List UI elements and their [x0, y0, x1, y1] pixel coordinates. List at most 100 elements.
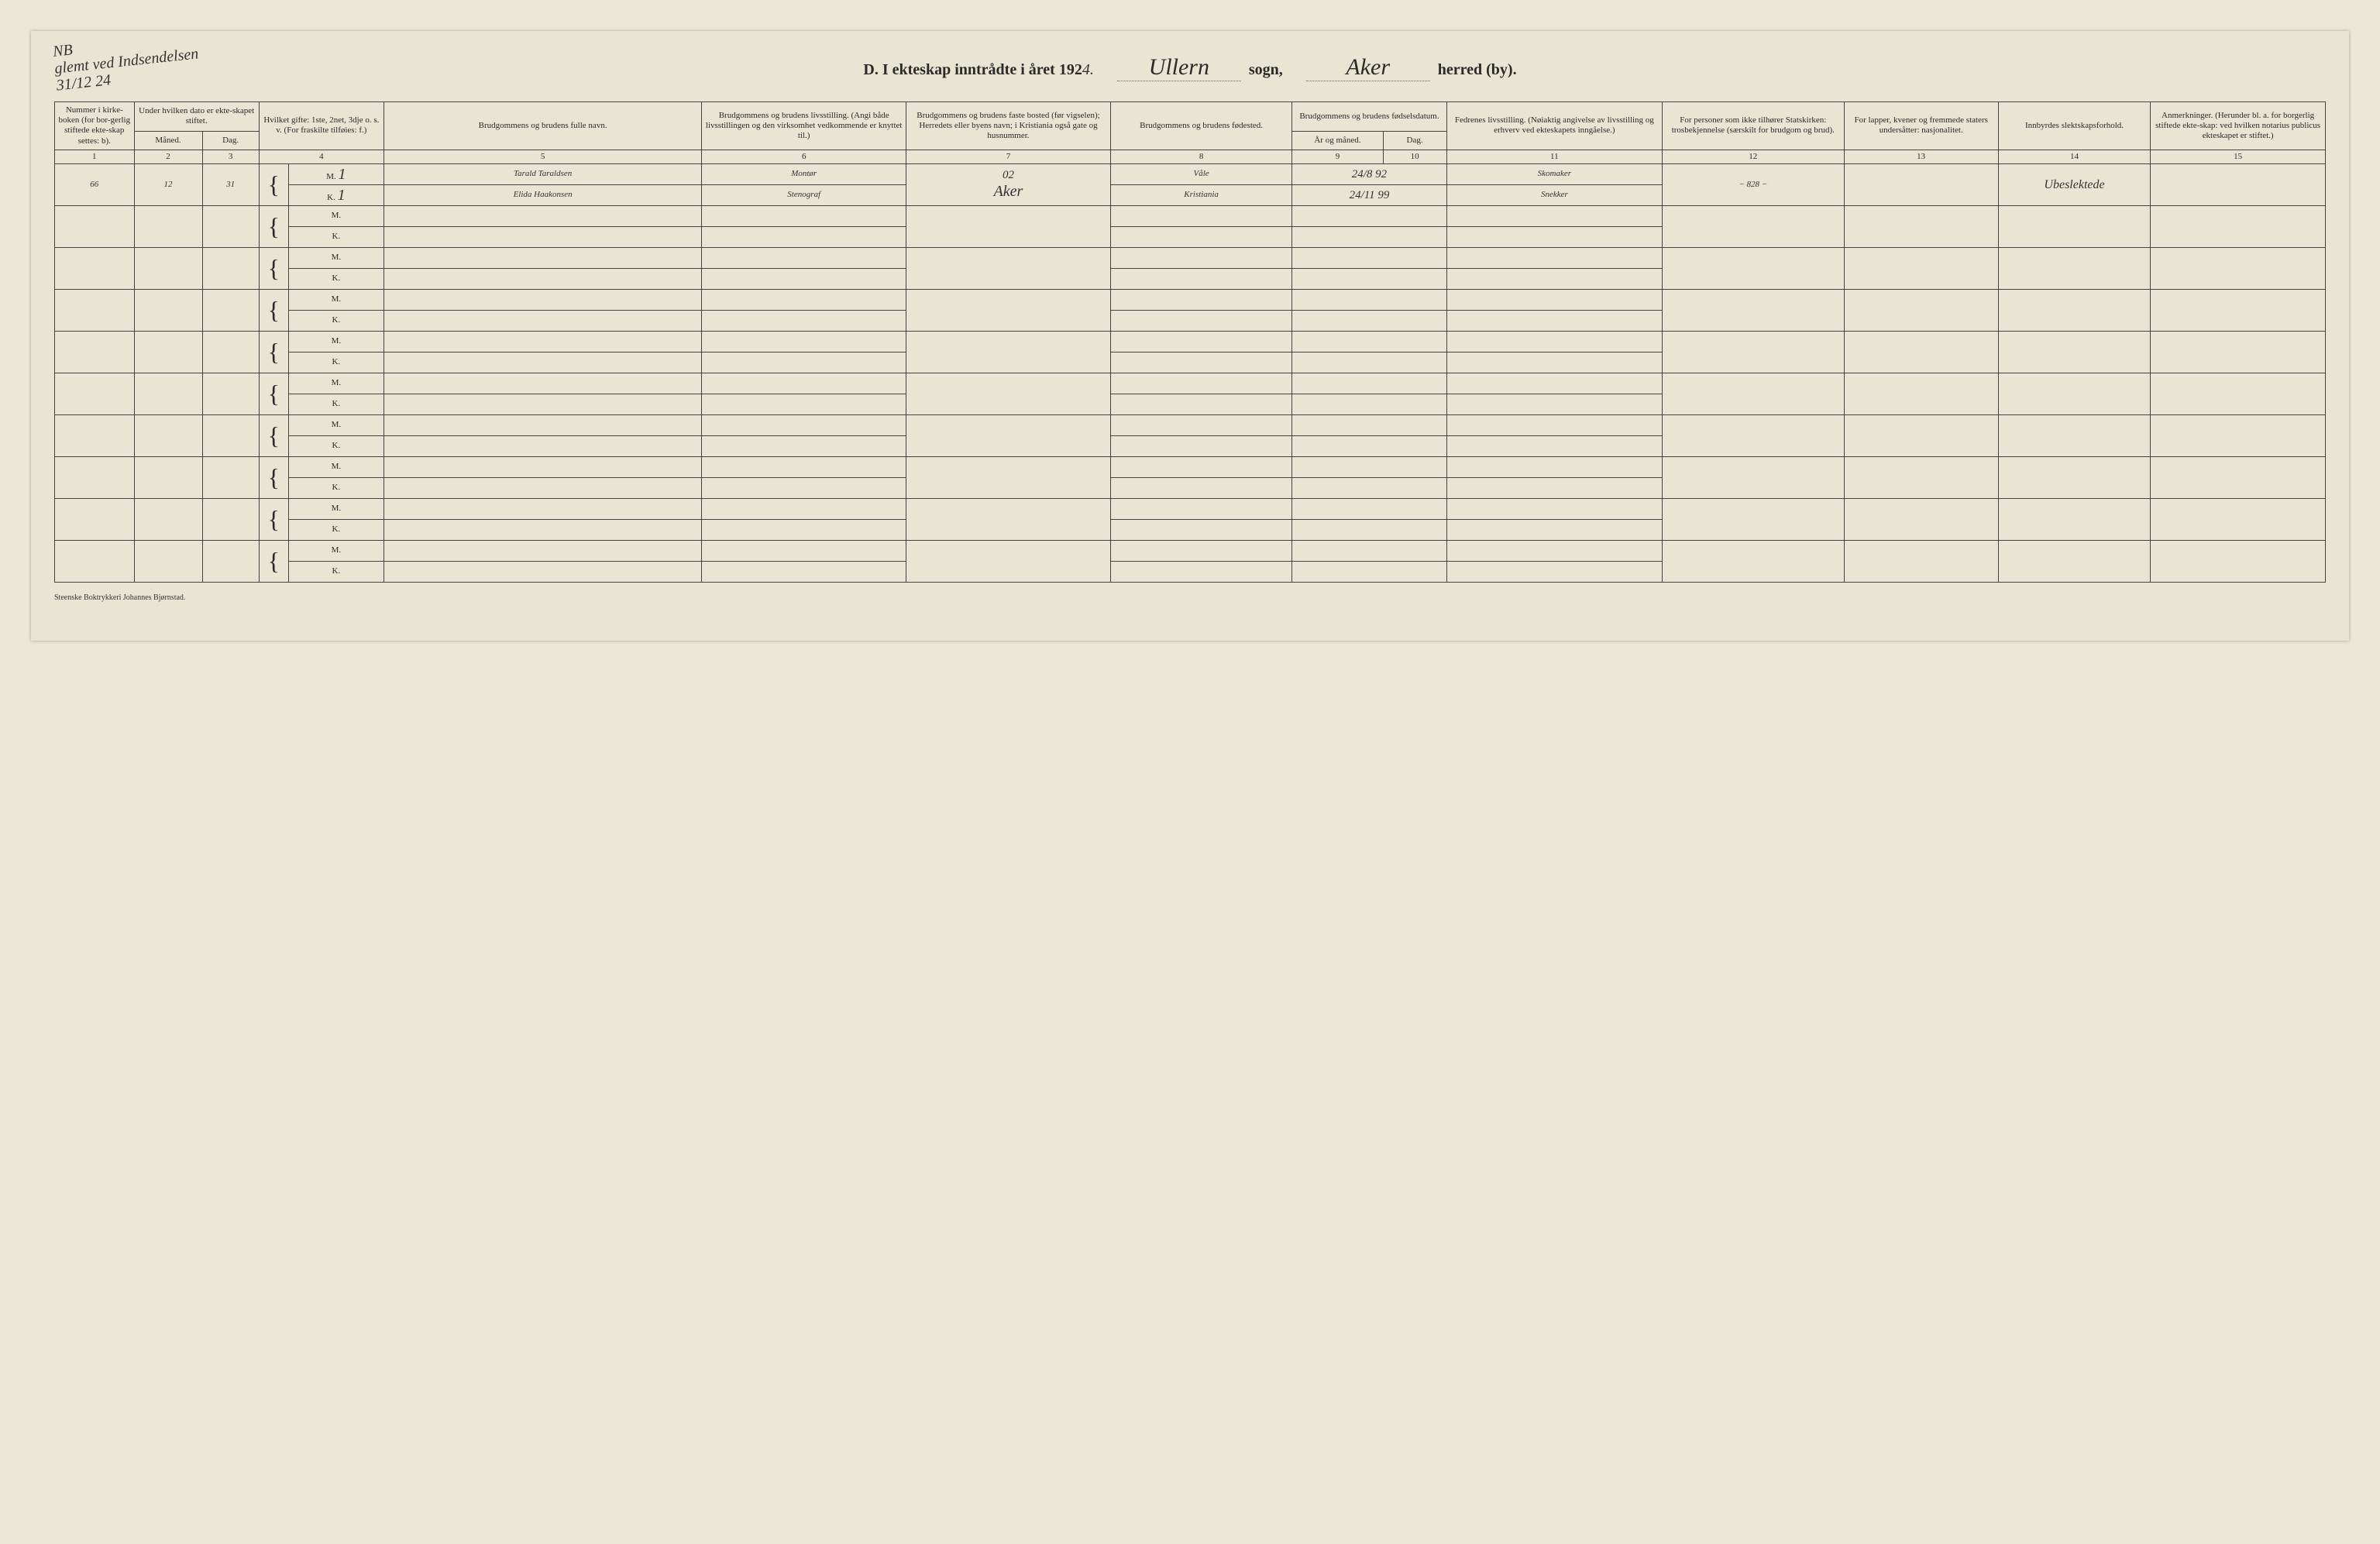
mk-k: K. — [288, 477, 383, 498]
colnum-11: 11 — [1446, 150, 1662, 163]
empty-row: { M. — [55, 247, 2326, 268]
name-m: Tarald Taraldsen — [383, 163, 701, 184]
brace-icon: { — [259, 540, 288, 582]
brace-icon: { — [259, 205, 288, 247]
hdr-col8-top: Brudgommens og brudens fødselsdatum. — [1292, 102, 1446, 132]
mk-k: K. — [288, 435, 383, 456]
table-body: 66 12 31 { M. 1 Tarald Taraldsen Montør … — [55, 163, 2326, 582]
brace-icon: { — [259, 456, 288, 498]
colnum-2: 2 — [134, 150, 202, 163]
entry-maaned: 12 — [134, 163, 202, 205]
colnum-6: 6 — [702, 150, 906, 163]
page-title-line: D. I ekteskap inntrådte i året 1924. Ull… — [54, 54, 2326, 81]
hdr-col7: Brudgommens og brudens fødested. — [1110, 102, 1291, 150]
empty-row: { M. — [55, 289, 2326, 310]
brace-icon: { — [259, 373, 288, 414]
brace-icon: { — [259, 498, 288, 540]
fedre-m: Skomaker — [1446, 163, 1662, 184]
table-header: Nummer i kirke-boken (for bor-gerlig sti… — [55, 102, 2326, 164]
empty-row: { M. — [55, 414, 2326, 435]
hdr-col8b: Dag. — [1383, 131, 1446, 150]
fdato-m: 24/8 92 — [1292, 163, 1446, 184]
fedre-k: Snekker — [1446, 184, 1662, 205]
ledger-page: NB glemt ved Indsendelsen 31/12 24 D. I … — [31, 31, 2349, 641]
fodested-m: Våle — [1110, 163, 1291, 184]
colnum-13: 13 — [1844, 150, 1998, 163]
mk-m: M. — [288, 540, 383, 561]
colnum-5: 5 — [383, 150, 701, 163]
livs-k: Stenograf — [702, 184, 906, 205]
mk-m: M. — [288, 456, 383, 477]
mk-m: M. — [288, 205, 383, 226]
mk-m: M. — [288, 331, 383, 352]
hdr-col3: Hvilket gifte: 1ste, 2net, 3dje o. s. v.… — [259, 102, 383, 150]
mk-m: M. — [288, 498, 383, 519]
hdr-col6: Brudgommens og brudens faste bosted (før… — [906, 102, 1111, 150]
hdr-col4: Brudgommens og brudens fulle navn. — [383, 102, 701, 150]
colnum-14: 14 — [1998, 150, 2150, 163]
name-k: Elida Haakonsen — [383, 184, 701, 205]
mk-k: K. — [288, 352, 383, 373]
colnum-3: 3 — [202, 150, 259, 163]
hdr-col2-top: Under hvilken dato er ekte-skapet stifte… — [134, 102, 259, 132]
brace-icon: { — [259, 414, 288, 456]
empty-row: { M. — [55, 373, 2326, 394]
mk-m: M. — [288, 247, 383, 268]
colnum-9: 9 — [1292, 150, 1383, 163]
column-number-row: 1 2 3 4 5 6 7 8 9 10 11 12 13 14 15 — [55, 150, 2326, 163]
hdr-col10: For personer som ikke tilhører Statskirk… — [1663, 102, 1844, 150]
mk-k: K. — [288, 310, 383, 331]
sogn-value: Ullern — [1117, 54, 1241, 81]
mk-m: M. — [288, 373, 383, 394]
herred-value: Aker — [1306, 54, 1430, 81]
brace-icon: { — [259, 289, 288, 331]
hdr-col2b: Dag. — [202, 131, 259, 150]
livs-m: Montør — [702, 163, 906, 184]
printer-footer: Steenske Boktrykkeri Johannes Bjørnstad. — [54, 593, 2326, 602]
hdr-col1: Nummer i kirke-boken (for bor-gerlig sti… — [55, 102, 135, 150]
herred-label: herred (by). — [1438, 61, 1517, 78]
mk-k: K. — [288, 561, 383, 582]
tros: − 828 − — [1663, 163, 1844, 205]
handwritten-top-annotation: NB glemt ved Indsendelsen 31/12 24 — [52, 28, 201, 94]
mk-k: K. — [288, 394, 383, 414]
colnum-1: 1 — [55, 150, 135, 163]
empty-row: { M. — [55, 205, 2326, 226]
empty-row: { M. — [55, 331, 2326, 352]
mk-m: M. — [288, 289, 383, 310]
title-year-suffix: 4. — [1082, 61, 1094, 78]
slekt: Ubeslektede — [1998, 163, 2150, 205]
mk-k: K. — [288, 268, 383, 289]
mk-m: M. 1 — [288, 163, 383, 184]
hdr-col5: Brudgommens og brudens livsstilling. (An… — [702, 102, 906, 150]
hdr-col11: For lapper, kvener og fremmede staters u… — [1844, 102, 1998, 150]
colnum-15: 15 — [2151, 150, 2326, 163]
colnum-8: 8 — [1110, 150, 1291, 163]
colnum-10: 10 — [1383, 150, 1446, 163]
mk-k: K. — [288, 226, 383, 247]
bosted: 02 Aker — [906, 163, 1111, 205]
hdr-col9: Fedrenes livsstilling. (Nøiaktig angivel… — [1446, 102, 1662, 150]
mk-m: M. — [288, 414, 383, 435]
empty-row: { M. — [55, 540, 2326, 561]
entry-dag: 31 — [202, 163, 259, 205]
colnum-12: 12 — [1663, 150, 1844, 163]
entry-num: 66 — [55, 163, 135, 205]
hdr-col13: Anmerkninger. (Herunder bl. a. for borge… — [2151, 102, 2326, 150]
anm — [2151, 163, 2326, 205]
hdr-col2a: Måned. — [134, 131, 202, 150]
nasj — [1844, 163, 1998, 205]
hdr-col8a: År og måned. — [1292, 131, 1383, 150]
fdato-k: 24/11 99 — [1292, 184, 1446, 205]
title-prefix: D. I ekteskap inntrådte i året 192 — [863, 61, 1082, 78]
brace-icon: { — [259, 247, 288, 289]
sogn-label: sogn, — [1249, 61, 1283, 78]
brace-icon: { — [259, 163, 288, 205]
empty-row: { M. — [55, 456, 2326, 477]
colnum-4: 4 — [259, 150, 383, 163]
mk-k: K. — [288, 519, 383, 540]
mk-k: K. 1 — [288, 184, 383, 205]
ledger-table: Nummer i kirke-boken (for bor-gerlig sti… — [54, 101, 2326, 583]
brace-icon: { — [259, 331, 288, 373]
fodested-k: Kristiania — [1110, 184, 1291, 205]
